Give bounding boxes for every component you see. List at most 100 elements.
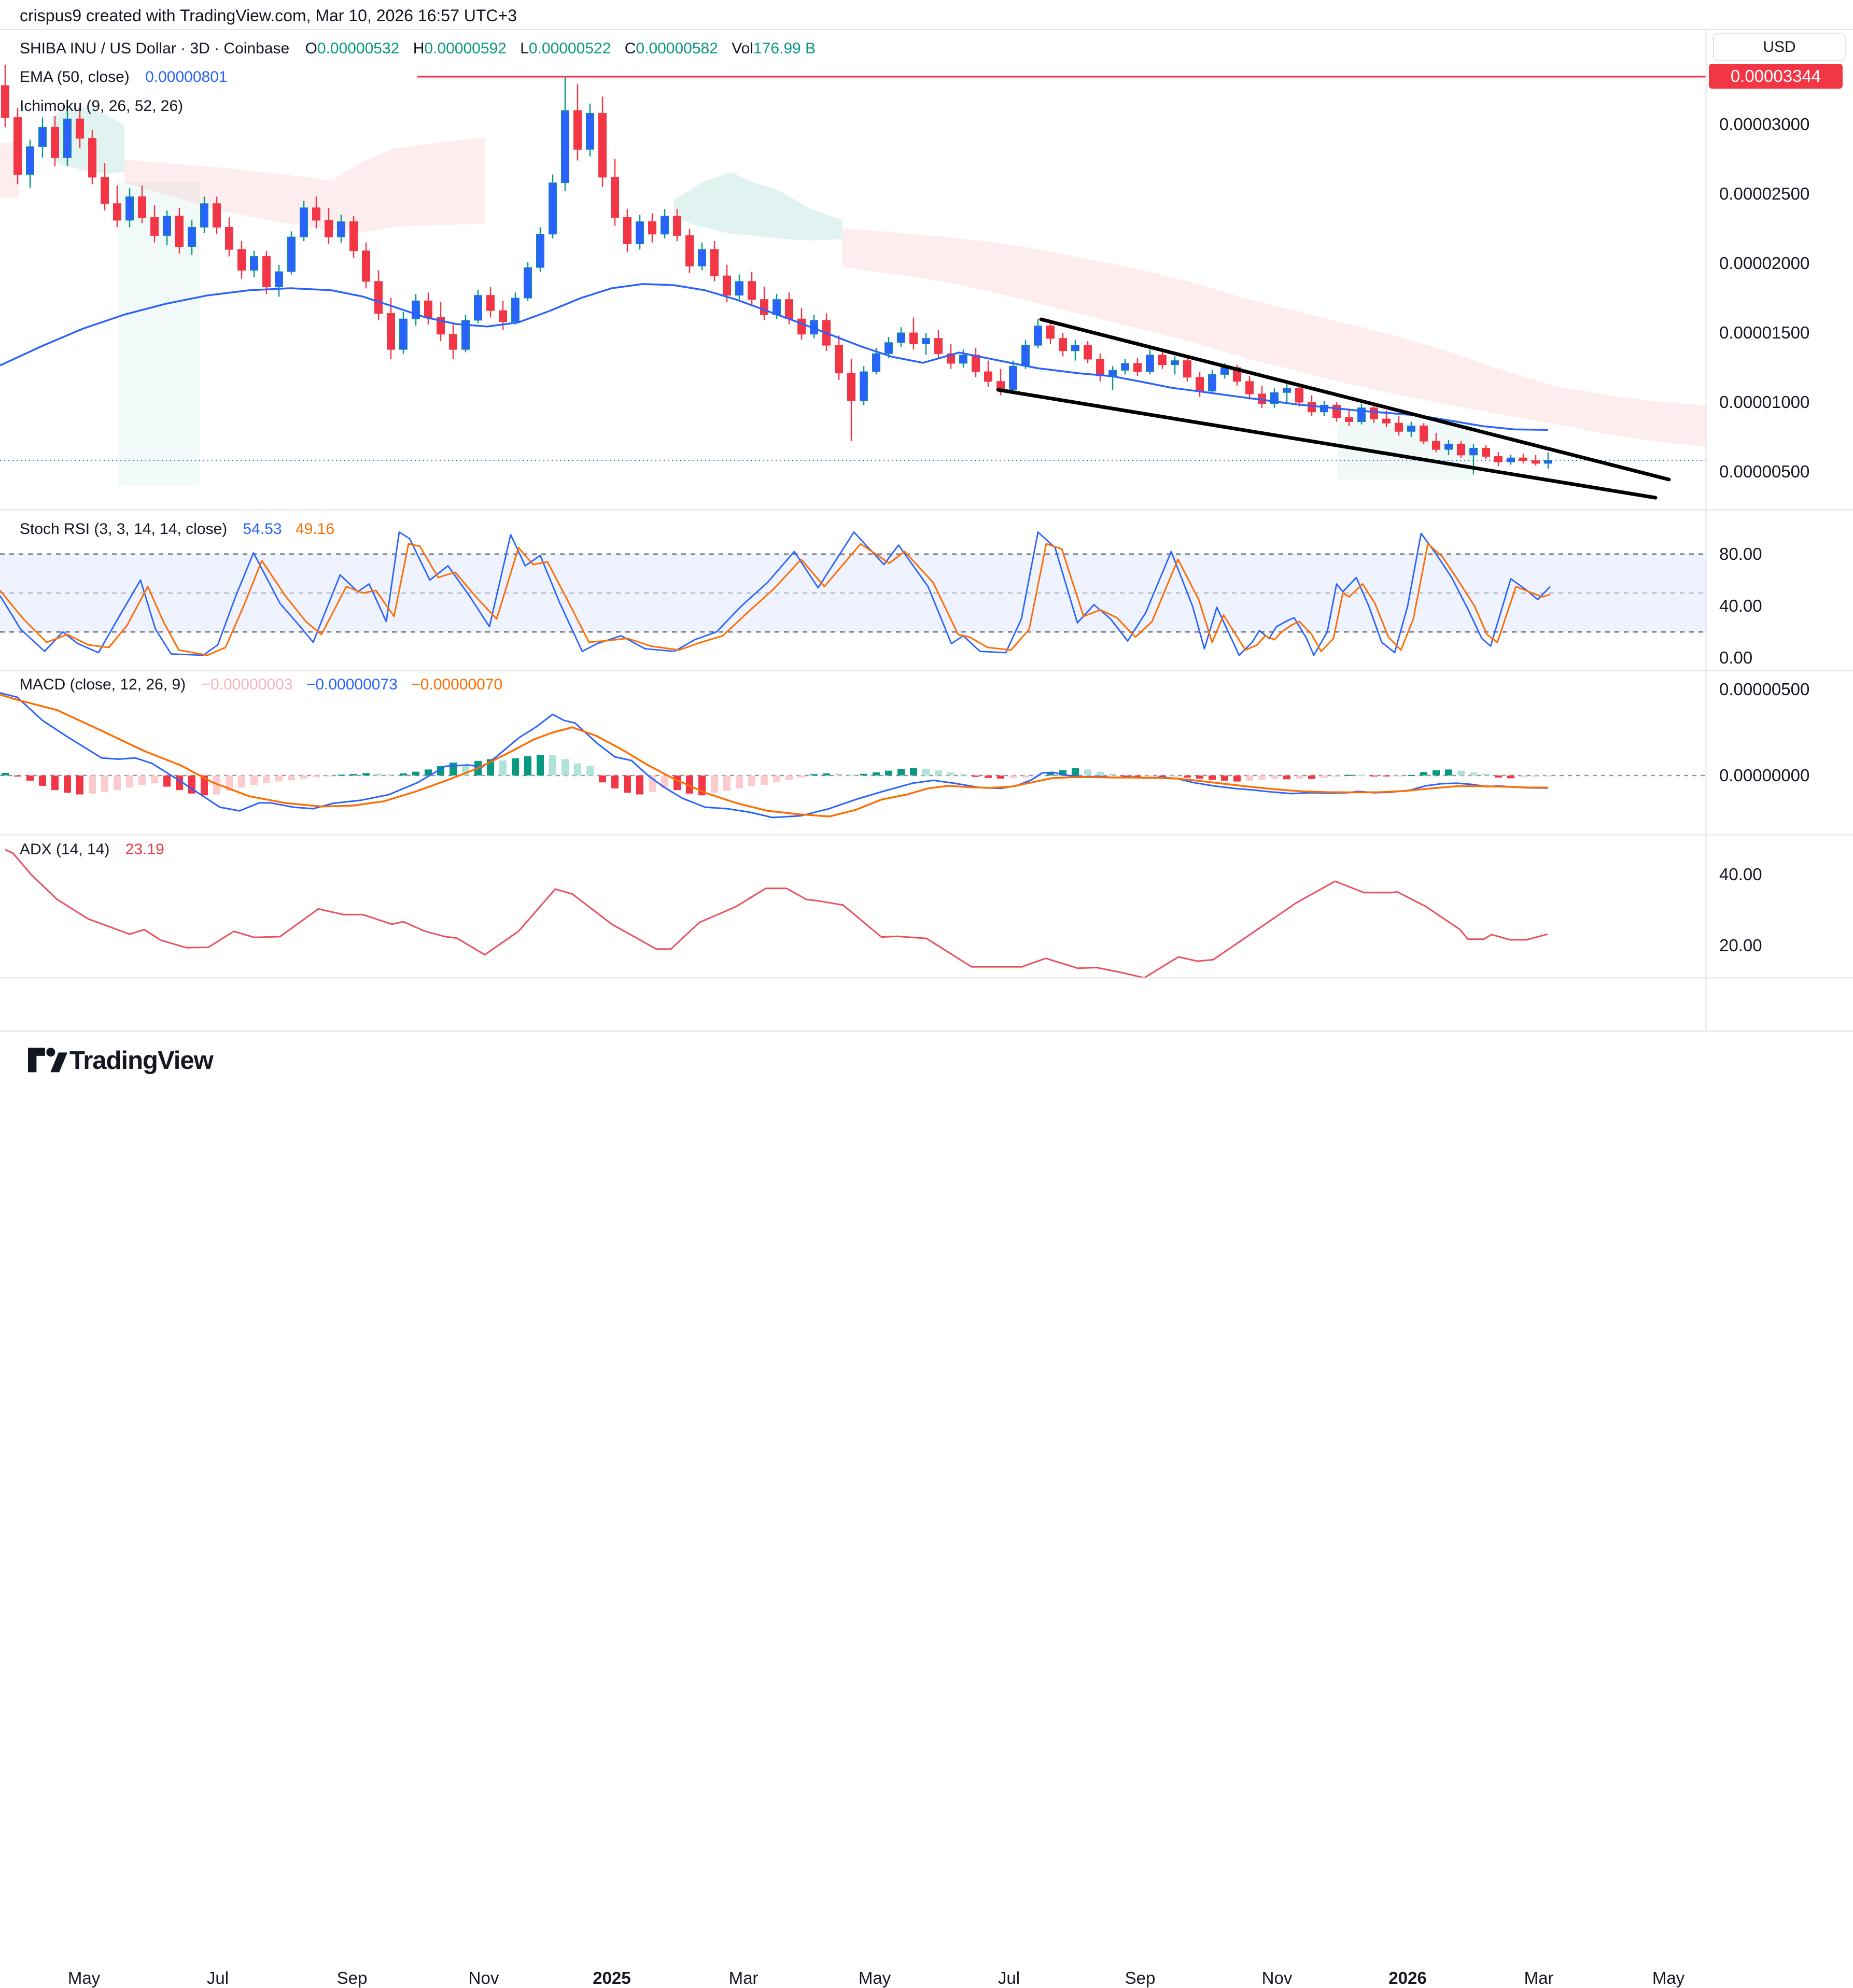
candle-body xyxy=(101,177,109,204)
macd-histogram-bar xyxy=(1134,776,1141,777)
candle-body xyxy=(200,203,208,228)
candle-body xyxy=(474,295,482,321)
macd-histogram-bar xyxy=(1482,773,1490,776)
macd-histogram-bar xyxy=(412,771,419,776)
candle-body xyxy=(860,371,868,401)
tradingview-wordmark[interactable]: TradingView xyxy=(69,1047,214,1075)
macd-histogram-bar xyxy=(387,774,395,776)
stoch-k-line xyxy=(0,531,1551,656)
macd-histogram-bar xyxy=(151,776,158,783)
macd-histogram-bar xyxy=(1520,776,1527,778)
candle-body xyxy=(188,227,196,247)
price-tick-label: 0.00000500 xyxy=(1719,462,1810,481)
volume-label: Vol xyxy=(732,40,753,57)
macd-histogram-bar xyxy=(350,774,357,776)
macd-signal-line xyxy=(0,694,1548,817)
macd-histogram-bar xyxy=(126,776,133,788)
macd-histogram-bar xyxy=(1146,776,1154,777)
candle-body xyxy=(349,221,358,251)
candle-body xyxy=(399,318,408,350)
macd-histogram-bar xyxy=(400,773,407,776)
candle-body xyxy=(549,182,557,235)
macd-histogram-bar xyxy=(1545,776,1552,777)
macd-histogram-bar xyxy=(1109,773,1116,776)
macd-histogram-bar xyxy=(599,776,606,783)
candle-body xyxy=(1283,388,1291,393)
stoch-tick-label: 0.00 xyxy=(1719,648,1753,667)
macd-histogram-bar xyxy=(300,776,307,779)
time-label-month: Sep xyxy=(336,1968,368,1987)
time-label-year: 2025 xyxy=(593,1968,631,1987)
adx-line xyxy=(5,849,1548,979)
macd-histogram-bar xyxy=(611,776,619,788)
tradingview-logo-icon[interactable] xyxy=(28,1047,67,1078)
macd-histogram-bar xyxy=(549,755,556,776)
candle-body xyxy=(13,117,22,175)
chart-canvas[interactable] xyxy=(0,29,1853,1032)
candle-body xyxy=(598,113,607,178)
stoch-label: Stoch RSI (3, 3, 14, 14, close) xyxy=(20,520,228,538)
time-label-month: Sep xyxy=(1125,1968,1156,1987)
macd-histogram-bar xyxy=(1159,776,1166,778)
candle-body xyxy=(1096,359,1104,376)
macd-histogram-bar xyxy=(624,776,631,793)
candle-body xyxy=(499,310,507,322)
macd-histogram-bar xyxy=(773,776,780,782)
candle-body xyxy=(748,281,756,300)
adx-tick-label: 20.00 xyxy=(1719,936,1762,955)
ichimoku-label: Ichimoku (9, 26, 52, 26) xyxy=(20,97,184,115)
symbol-title: SHIBA INU / US Dollar · 3D · Coinbase xyxy=(20,40,290,57)
candle-body xyxy=(88,138,96,178)
macd-tick-label: 0.00000000 xyxy=(1719,766,1810,785)
macd-histogram-bar xyxy=(922,768,930,776)
candle-body xyxy=(175,216,184,247)
macd-histogram-bar xyxy=(26,776,34,781)
macd-histogram-bar xyxy=(1246,776,1253,781)
wedge-lower-trendline[interactable] xyxy=(996,388,1658,500)
candle-body xyxy=(1407,426,1415,432)
ichimoku-cloud-green xyxy=(118,182,200,485)
macd-histogram-bar xyxy=(1258,776,1266,780)
macd-histogram-bar xyxy=(1047,773,1054,776)
candle-body xyxy=(661,216,669,235)
currency-usd-button[interactable]: USD xyxy=(1713,33,1846,61)
macd-histogram-bar xyxy=(1059,770,1066,776)
time-label-month: May xyxy=(858,1968,891,1987)
open-label: O xyxy=(305,40,317,57)
candle-body xyxy=(275,271,283,288)
macd-histogram-bar xyxy=(64,776,71,793)
macd-histogram-bar xyxy=(1345,774,1353,776)
macd-label: MACD (close, 12, 26, 9) xyxy=(20,676,186,693)
ichimoku-cloud-green xyxy=(674,172,843,241)
macd-histogram-bar xyxy=(1009,776,1017,779)
candle-body xyxy=(785,299,793,319)
macd-histogram-bar xyxy=(163,776,171,787)
candle-body xyxy=(1084,345,1092,360)
candle-body xyxy=(51,126,59,158)
time-label-month: Mar xyxy=(1524,1968,1554,1987)
candle-body xyxy=(362,250,370,282)
candle-body xyxy=(374,281,383,314)
macd-histogram-bar xyxy=(985,776,992,778)
macd-histogram-bar xyxy=(2,773,9,776)
stoch-rsi-legend: Stoch RSI (3, 3, 14, 14, close) 54.53 49… xyxy=(20,520,334,538)
macd-histogram-bar xyxy=(250,776,258,785)
candle-body xyxy=(648,221,656,235)
macd-histogram-bar xyxy=(723,776,731,791)
candle-body xyxy=(909,332,918,344)
ichimoku-cloud-pink xyxy=(843,228,1706,447)
candle-body xyxy=(511,298,520,322)
candle-body xyxy=(287,236,296,272)
close-value: 0.00000582 xyxy=(636,40,718,57)
candle-body xyxy=(1308,402,1316,413)
time-axis[interactable]: May Jul Sep Nov 2025 Mar May Jul Sep Nov 2026 Mar Ma… xyxy=(0,978,1853,1987)
macd-histogram-bar xyxy=(711,776,718,793)
time-label-month: Nov xyxy=(1261,1968,1293,1987)
candle-body xyxy=(63,118,72,158)
macd-histogram-bar xyxy=(873,772,880,776)
wedge-upper-trendline[interactable] xyxy=(1039,317,1671,482)
candle-body xyxy=(1457,443,1465,456)
candle-body xyxy=(225,227,233,250)
candle-body xyxy=(412,300,420,319)
macd-histogram-bar xyxy=(810,774,818,776)
